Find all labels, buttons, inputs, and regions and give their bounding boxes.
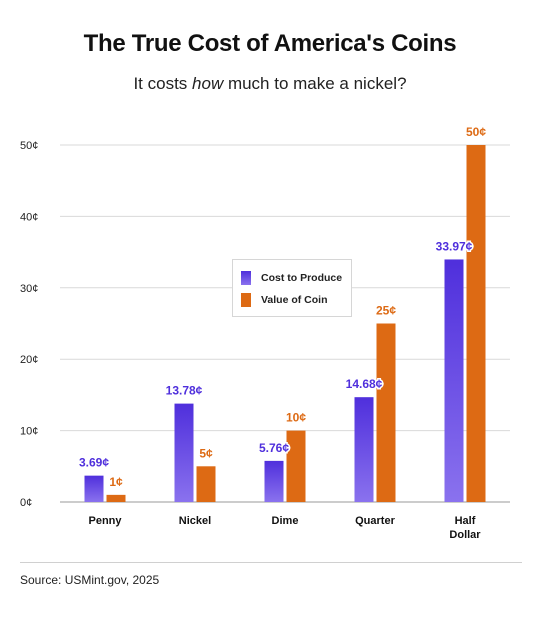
y-tick-label: 30¢ (20, 283, 38, 295)
cost-data-label: 33.97¢ (436, 239, 473, 253)
y-tick-label: 20¢ (20, 354, 38, 366)
footer-divider (20, 562, 522, 563)
cost-bar (174, 403, 194, 502)
legend-item-cost: Cost to Produce (241, 269, 342, 287)
legend-swatch-cost (241, 271, 251, 285)
x-tick-label: Quarter (355, 515, 395, 527)
y-axis-ticks: 0¢ 10¢ 20¢ 30¢ 40¢ 50¢ (20, 140, 38, 509)
cost-bar (84, 475, 104, 502)
chart-subtitle: It costs how much to make a nickel? (0, 74, 540, 94)
cost-data-label: 14.68¢ (346, 377, 383, 391)
chart-legend: Cost to Produce Value of Coin (232, 259, 352, 317)
value-data-label: 50¢ (466, 125, 486, 139)
cost-data-label: 3.69¢ (79, 456, 109, 470)
y-tick-label: 50¢ (20, 140, 38, 152)
value-bar (376, 323, 396, 502)
value-data-label: 1¢ (109, 475, 123, 489)
value-bar (196, 466, 216, 502)
subtitle-emphasis: how (192, 74, 224, 93)
subtitle-suffix: much to make a nickel? (223, 74, 407, 93)
legend-item-value: Value of Coin (241, 291, 328, 309)
cost-data-label: 5.76¢ (259, 441, 289, 455)
source-note: Source: USMint.gov, 2025 (20, 573, 160, 587)
chart-title: The True Cost of America's Coins (83, 30, 457, 57)
y-tick-label: 0¢ (20, 497, 32, 509)
value-bar (286, 430, 306, 502)
y-tick-label: 10¢ (20, 426, 38, 438)
x-tick-label: Half (455, 515, 476, 527)
cost-bar (444, 259, 464, 502)
bars (84, 145, 486, 502)
data-labels: 3.69¢1¢ 13.78¢ 5¢ 5.76¢ 10¢ 14.68¢ 25¢ 33.97¢ 50… (77, 124, 487, 491)
cost-bar (354, 397, 374, 502)
legend-label-cost: Cost to Produce (261, 272, 343, 284)
y-tick-label: 40¢ (20, 211, 38, 223)
value-data-label: 25¢ (376, 304, 396, 318)
value-bar (106, 494, 126, 502)
legend-label-value: Value of Coin (261, 294, 328, 306)
x-tick-label: Penny (88, 515, 122, 527)
cost-data-label: 13.78¢ (166, 384, 203, 398)
x-axis-ticks: Penny Nickel Dime Quarter Half Dollar (88, 515, 481, 541)
x-tick-label: Dollar (449, 529, 481, 541)
value-data-label: 10¢ (286, 411, 306, 425)
x-tick-label: Nickel (179, 515, 211, 527)
bar-chart: 0¢ 10¢ 20¢ 30¢ 40¢ 50¢ 3.69¢1¢ 13.78¢ 5¢ 5.76¢ 10… (20, 124, 510, 541)
gridlines (60, 144, 510, 503)
subtitle-prefix: It costs (133, 74, 193, 93)
legend-swatch-value (241, 293, 251, 307)
cost-bar (264, 460, 284, 502)
value-data-label: 5¢ (199, 446, 213, 460)
x-tick-label: Dime (272, 515, 299, 527)
value-bar (466, 145, 486, 502)
